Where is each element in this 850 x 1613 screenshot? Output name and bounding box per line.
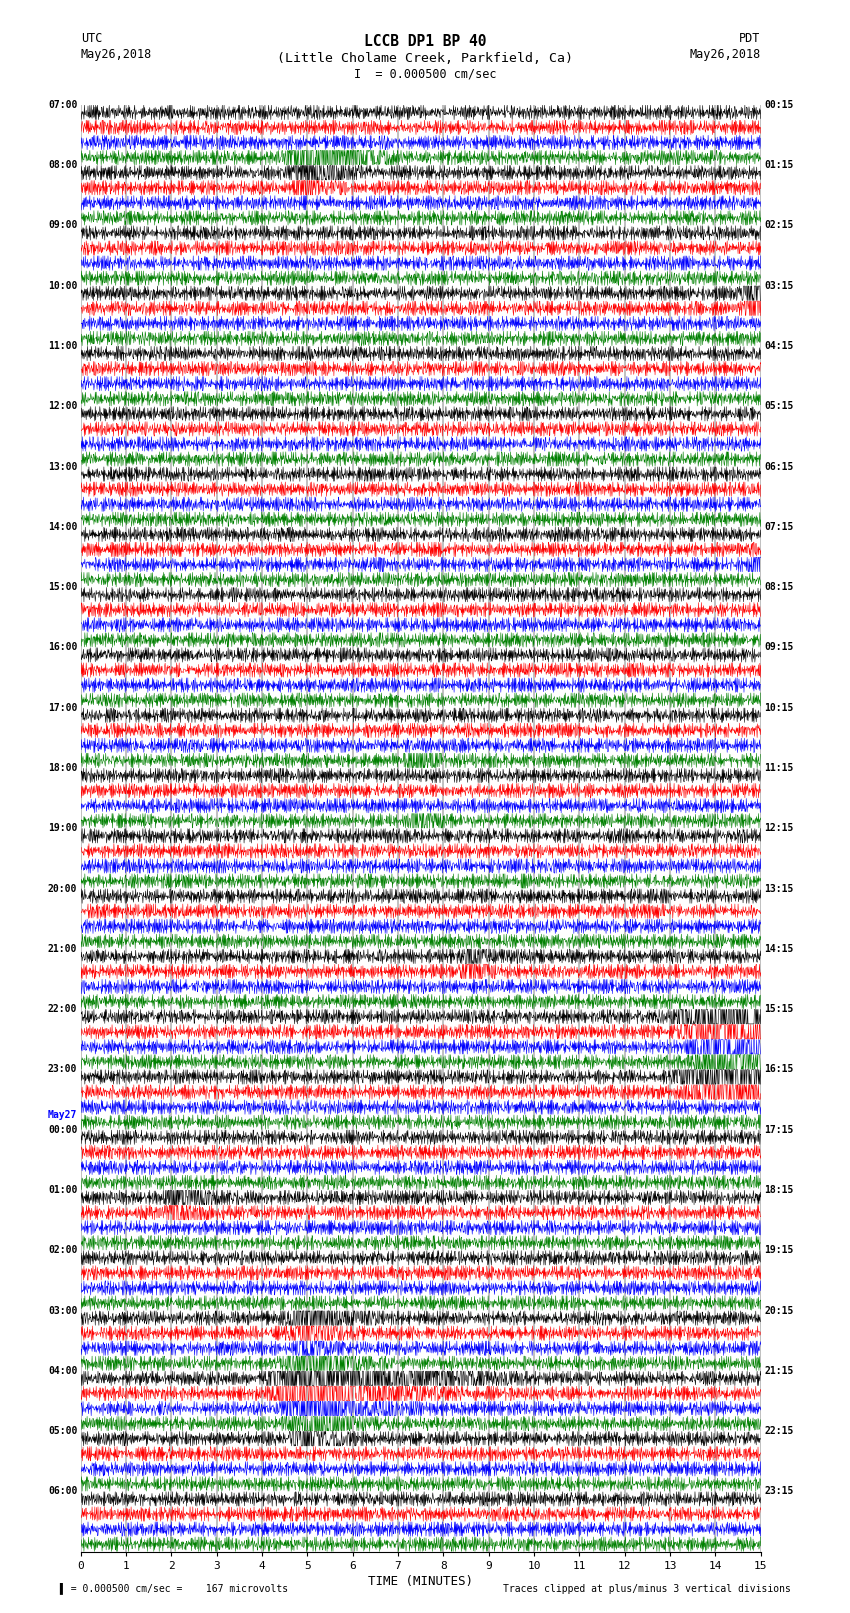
- Text: 11:00: 11:00: [48, 340, 77, 352]
- Text: 22:00: 22:00: [48, 1005, 77, 1015]
- Text: 01:00: 01:00: [48, 1186, 77, 1195]
- Text: 05:00: 05:00: [48, 1426, 77, 1436]
- Text: 17:15: 17:15: [764, 1124, 794, 1134]
- Text: 08:15: 08:15: [764, 582, 794, 592]
- Text: 18:15: 18:15: [764, 1186, 794, 1195]
- Text: 01:15: 01:15: [764, 160, 794, 169]
- Text: 08:00: 08:00: [48, 160, 77, 169]
- Text: 07:00: 07:00: [48, 100, 77, 110]
- Text: 19:00: 19:00: [48, 823, 77, 834]
- Text: 10:15: 10:15: [764, 703, 794, 713]
- Text: I  = 0.000500 cm/sec: I = 0.000500 cm/sec: [354, 68, 496, 81]
- Text: 14:00: 14:00: [48, 523, 77, 532]
- Text: 03:00: 03:00: [48, 1305, 77, 1316]
- Text: ▌ = 0.000500 cm/sec =    167 microvolts: ▌ = 0.000500 cm/sec = 167 microvolts: [60, 1582, 289, 1594]
- Text: 15:15: 15:15: [764, 1005, 794, 1015]
- Text: 18:00: 18:00: [48, 763, 77, 773]
- Text: 14:15: 14:15: [764, 944, 794, 953]
- Text: 21:15: 21:15: [764, 1366, 794, 1376]
- Text: 23:00: 23:00: [48, 1065, 77, 1074]
- X-axis label: TIME (MINUTES): TIME (MINUTES): [368, 1574, 473, 1587]
- Text: 19:15: 19:15: [764, 1245, 794, 1255]
- Text: 12:15: 12:15: [764, 823, 794, 834]
- Text: 16:15: 16:15: [764, 1065, 794, 1074]
- Text: 10:00: 10:00: [48, 281, 77, 290]
- Text: 04:15: 04:15: [764, 340, 794, 352]
- Text: 09:00: 09:00: [48, 221, 77, 231]
- Text: 11:15: 11:15: [764, 763, 794, 773]
- Text: 04:00: 04:00: [48, 1366, 77, 1376]
- Text: 05:15: 05:15: [764, 402, 794, 411]
- Text: 22:15: 22:15: [764, 1426, 794, 1436]
- Text: 06:15: 06:15: [764, 461, 794, 471]
- Text: Traces clipped at plus/minus 3 vertical divisions: Traces clipped at plus/minus 3 vertical …: [502, 1584, 790, 1594]
- Text: UTC: UTC: [81, 32, 102, 45]
- Text: LCCB DP1 BP 40: LCCB DP1 BP 40: [364, 34, 486, 50]
- Text: 12:00: 12:00: [48, 402, 77, 411]
- Text: 03:15: 03:15: [764, 281, 794, 290]
- Text: 07:15: 07:15: [764, 523, 794, 532]
- Text: May26,2018: May26,2018: [81, 48, 152, 61]
- Text: 20:00: 20:00: [48, 884, 77, 894]
- Text: (Little Cholame Creek, Parkfield, Ca): (Little Cholame Creek, Parkfield, Ca): [277, 52, 573, 65]
- Text: May26,2018: May26,2018: [689, 48, 761, 61]
- Text: 00:15: 00:15: [764, 100, 794, 110]
- Text: PDT: PDT: [740, 32, 761, 45]
- Text: 21:00: 21:00: [48, 944, 77, 953]
- Text: 13:15: 13:15: [764, 884, 794, 894]
- Text: 02:00: 02:00: [48, 1245, 77, 1255]
- Text: 02:15: 02:15: [764, 221, 794, 231]
- Text: 20:15: 20:15: [764, 1305, 794, 1316]
- Text: 06:00: 06:00: [48, 1487, 77, 1497]
- Text: 17:00: 17:00: [48, 703, 77, 713]
- Text: 13:00: 13:00: [48, 461, 77, 471]
- Text: May27: May27: [48, 1110, 77, 1119]
- Text: 23:15: 23:15: [764, 1487, 794, 1497]
- Text: 00:00: 00:00: [48, 1124, 77, 1134]
- Text: 16:00: 16:00: [48, 642, 77, 652]
- Text: 09:15: 09:15: [764, 642, 794, 652]
- Text: 15:00: 15:00: [48, 582, 77, 592]
